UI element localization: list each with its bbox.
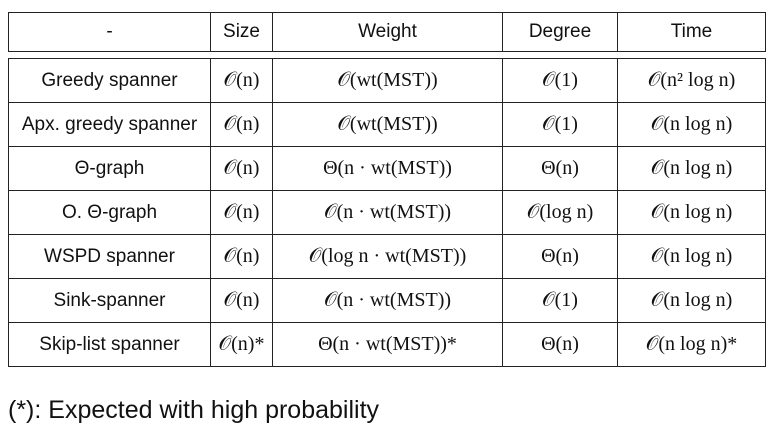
math-cell: 𝒪(n log n) (617, 278, 766, 323)
math-cell: Θ(n · wt(MST)) (272, 146, 503, 191)
math-cell: 𝒪(log n · wt(MST)) (272, 234, 503, 279)
table-row: Apx. greedy spanner 𝒪(n) 𝒪(wt(MST)) 𝒪(1) 𝒪(n… (8, 102, 766, 147)
math-cell: 𝒪(n) (210, 190, 273, 235)
math-cell: Θ(n) (502, 322, 618, 367)
math-cell: 𝒪(n · wt(MST)) (272, 278, 503, 323)
math-cell: 𝒪(n)* (210, 322, 273, 367)
math-cell: 𝒪(1) (502, 102, 618, 147)
math-cell: 𝒪(wt(MST)) (272, 102, 503, 147)
table-row: WSPD spanner 𝒪(n) 𝒪(log n · wt(MST)) Θ(n) 𝒪(… (8, 234, 766, 279)
table-header: - Size Weight Degree Time (8, 12, 766, 52)
footnote: (*): Expected with high probability (8, 396, 380, 424)
math-cell: 𝒪(n · wt(MST)) (272, 190, 503, 235)
table-row: Θ-graph 𝒪(n) Θ(n · wt(MST)) Θ(n) 𝒪(n log n) (8, 146, 766, 191)
math-cell: 𝒪(n log n) (617, 190, 766, 235)
math-cell: 𝒪(n log n)* (617, 322, 766, 367)
row-label: Θ-graph (8, 146, 211, 191)
math-cell: Θ(n) (502, 234, 618, 279)
math-cell: 𝒪(n) (210, 146, 273, 191)
row-label: Sink-spanner (8, 278, 211, 323)
row-label: Skip-list spanner (8, 322, 211, 367)
row-label: WSPD spanner (8, 234, 211, 279)
table-row: Sink-spanner 𝒪(n) 𝒪(n · wt(MST)) 𝒪(1) 𝒪(n lo… (8, 278, 766, 323)
math-cell: 𝒪(n) (210, 102, 273, 147)
math-cell: 𝒪(wt(MST)) (272, 58, 503, 103)
header-cell: Degree (502, 12, 618, 52)
math-cell: 𝒪(n log n) (617, 146, 766, 191)
math-cell: Θ(n · wt(MST))* (272, 322, 503, 367)
table-row: O. Θ-graph 𝒪(n) 𝒪(n · wt(MST)) 𝒪(log n) 𝒪(n … (8, 190, 766, 235)
math-cell: 𝒪(n) (210, 234, 273, 279)
header-cell: Weight (272, 12, 503, 52)
math-cell: 𝒪(n) (210, 58, 273, 103)
row-label: O. Θ-graph (8, 190, 211, 235)
math-cell: 𝒪(n) (210, 278, 273, 323)
row-label: Apx. greedy spanner (8, 102, 211, 147)
row-label: Greedy spanner (8, 58, 211, 103)
header-row: - Size Weight Degree Time (8, 12, 766, 52)
table-row: Greedy spanner 𝒪(n) 𝒪(wt(MST)) 𝒪(1) 𝒪(n² log… (8, 58, 766, 103)
header-cell: - (8, 12, 211, 52)
header-cell: Time (617, 12, 766, 52)
header-cell: Size (210, 12, 273, 52)
math-cell: 𝒪(log n) (502, 190, 618, 235)
math-cell: Θ(n) (502, 146, 618, 191)
table-row: Skip-list spanner 𝒪(n)* Θ(n · wt(MST))* Θ(n… (8, 322, 766, 367)
math-cell: 𝒪(1) (502, 278, 618, 323)
math-cell: 𝒪(n² log n) (617, 58, 766, 103)
math-cell: 𝒪(n log n) (617, 102, 766, 147)
table-body: Greedy spanner 𝒪(n) 𝒪(wt(MST)) 𝒪(1) 𝒪(n² log… (8, 58, 766, 367)
math-cell: 𝒪(n log n) (617, 234, 766, 279)
math-cell: 𝒪(1) (502, 58, 618, 103)
